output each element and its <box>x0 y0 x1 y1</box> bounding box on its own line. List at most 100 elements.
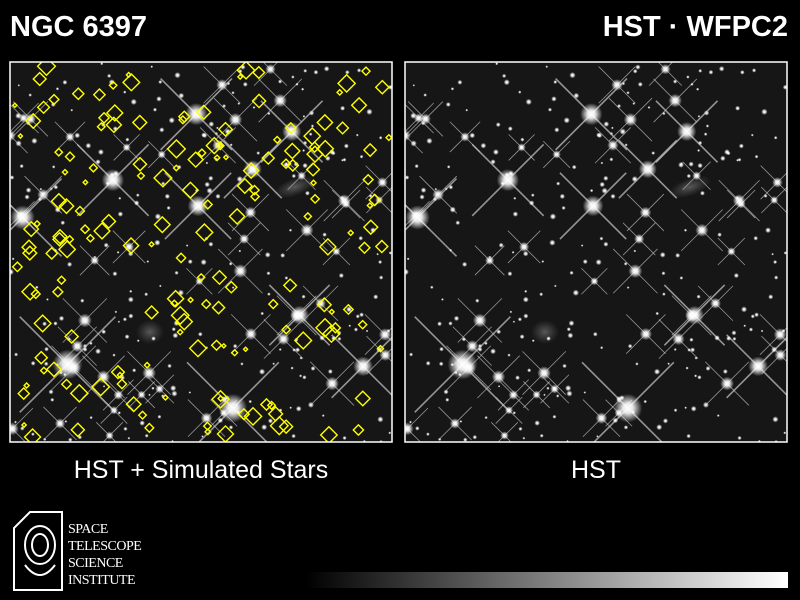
star <box>750 314 755 319</box>
star <box>770 196 779 205</box>
star <box>172 332 179 339</box>
star <box>519 334 525 340</box>
star <box>353 356 373 377</box>
star <box>507 126 513 132</box>
star <box>42 321 47 327</box>
star <box>480 142 487 149</box>
star <box>31 432 35 436</box>
star <box>301 87 305 91</box>
star <box>453 315 460 322</box>
simulated-star-marker <box>200 298 212 310</box>
star <box>405 175 410 180</box>
simulated-star-marker <box>105 116 123 134</box>
star <box>341 107 345 110</box>
star <box>626 286 630 289</box>
star <box>426 432 430 436</box>
simulated-star-marker <box>249 191 261 202</box>
star <box>325 155 331 162</box>
simulated-star-marker <box>236 177 254 195</box>
star <box>607 139 619 151</box>
title: NGC 6397 <box>10 11 147 43</box>
star <box>559 193 566 200</box>
star <box>732 194 746 208</box>
star <box>130 98 137 106</box>
star <box>290 366 294 370</box>
star <box>610 193 616 199</box>
simulated-star-marker <box>217 394 225 403</box>
star <box>122 143 131 152</box>
star <box>295 347 301 353</box>
star <box>600 161 604 165</box>
star <box>754 312 759 318</box>
simulated-star-marker <box>220 342 227 349</box>
star <box>724 149 730 155</box>
star <box>425 360 431 366</box>
star <box>690 82 694 86</box>
star <box>373 294 379 300</box>
simulated-star-marker <box>366 201 374 210</box>
star <box>95 348 101 355</box>
star <box>448 184 454 190</box>
star <box>517 143 526 152</box>
star <box>284 276 289 280</box>
star <box>353 327 359 332</box>
star <box>601 187 608 194</box>
simulated-star-marker <box>329 321 342 334</box>
star <box>660 64 671 75</box>
star <box>302 114 306 118</box>
star <box>599 181 605 188</box>
simulated-star-marker <box>144 422 155 434</box>
star <box>748 356 768 377</box>
star <box>171 390 178 397</box>
star <box>315 297 326 309</box>
star <box>248 399 252 404</box>
star <box>748 327 754 332</box>
star <box>266 271 271 276</box>
star <box>689 337 694 342</box>
nebula <box>136 320 164 344</box>
simulated-star-marker <box>284 121 297 135</box>
star <box>695 223 709 237</box>
star <box>668 93 682 108</box>
star <box>531 339 535 343</box>
simulated-star-marker <box>230 348 239 357</box>
star <box>292 348 297 352</box>
simulated-star-marker <box>187 151 205 169</box>
star <box>697 162 703 169</box>
logo-text: TELESCOPE <box>68 539 141 554</box>
star <box>242 81 248 87</box>
star <box>128 313 134 319</box>
star <box>554 127 560 133</box>
simulated-star-marker <box>178 115 188 125</box>
star <box>290 309 303 322</box>
star <box>783 251 787 255</box>
simulated-star-marker <box>64 328 80 345</box>
simulated-star-marker <box>188 339 208 358</box>
star <box>634 233 645 245</box>
star <box>202 132 208 139</box>
star <box>161 181 166 186</box>
star <box>112 353 116 357</box>
star <box>495 122 501 128</box>
star <box>726 335 732 341</box>
star <box>15 140 22 147</box>
star <box>387 84 392 90</box>
star <box>500 181 505 186</box>
simulated-star-marker <box>303 127 322 146</box>
simulated-star-marker <box>51 285 64 298</box>
star <box>580 244 584 247</box>
star <box>662 418 669 424</box>
star <box>517 317 522 322</box>
simulated-star-marker <box>33 314 52 333</box>
star <box>158 80 163 84</box>
subtitle: HST · WFPC2 <box>603 11 788 43</box>
star <box>589 188 594 193</box>
simulated-star-marker <box>45 246 59 261</box>
star <box>123 426 128 431</box>
star <box>773 328 787 341</box>
star <box>137 390 146 399</box>
star <box>237 102 241 105</box>
simulated-star-marker <box>267 298 279 310</box>
star <box>388 251 392 255</box>
star <box>600 346 604 350</box>
